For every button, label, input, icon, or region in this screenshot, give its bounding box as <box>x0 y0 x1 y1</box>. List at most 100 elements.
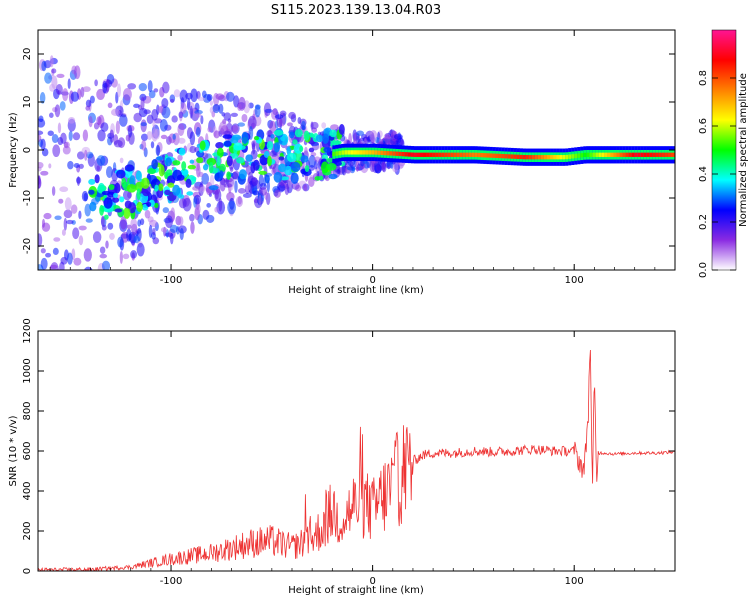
spectrogram-blob <box>177 154 183 161</box>
spectrogram-blob <box>67 252 73 265</box>
spectrogram-blob <box>47 130 54 136</box>
spectrogram-blob <box>57 122 62 134</box>
spectrogram-blob <box>130 233 136 246</box>
spectrogram-blob <box>192 185 201 191</box>
spectrogram-band <box>583 152 587 158</box>
spectrogram-blob <box>64 197 72 211</box>
spectrogram-blob <box>152 227 156 236</box>
spectrogram-band <box>568 154 572 159</box>
spectrogram-blob <box>105 240 109 249</box>
spectrogram-blob <box>115 120 120 135</box>
spectrogram-band <box>649 152 654 157</box>
spectrogram-blob <box>355 160 360 172</box>
spectrogram-blob <box>127 83 137 90</box>
spectrogram-blob <box>169 224 178 234</box>
spectrogram-blob <box>154 202 159 209</box>
spectrogram-blob <box>310 121 314 130</box>
spectrogram-band <box>480 152 484 158</box>
spectrogram-blob <box>153 88 159 93</box>
snr-x-tick-label: 100 <box>565 576 584 587</box>
spectrogram-blob <box>294 128 303 138</box>
spectrogram-band <box>516 154 520 160</box>
spectrogram-blob <box>231 134 242 141</box>
spectrogram-blob <box>278 163 287 173</box>
colorbar: 0.0 0.2 0.4 0.6 0.8 Normalized spectral ampl… <box>698 29 749 278</box>
spectrogram-band <box>471 152 475 157</box>
spectrogram-blob <box>179 89 188 103</box>
spectrogram-blob <box>96 155 106 167</box>
spectrogram-band <box>468 152 472 157</box>
spectrogram-blob <box>109 129 114 143</box>
spectrogram-blob <box>165 157 172 167</box>
spectrogram-blob <box>63 209 73 219</box>
snr-y-tick-label: 1000 <box>22 358 33 383</box>
spectrogram-blob <box>266 140 274 151</box>
spectrogram-band <box>474 152 478 158</box>
spectrogram-band <box>483 153 487 158</box>
spectrogram-band <box>432 152 436 157</box>
spectrogram-blob <box>88 116 93 128</box>
spectrogram-blob <box>164 189 171 196</box>
spectrogram-band <box>619 152 623 157</box>
spectrogram-blob <box>193 194 202 205</box>
spectrogram-blob <box>84 149 88 161</box>
spectrogram-blob <box>326 162 337 171</box>
spectrogram-blob <box>161 98 169 109</box>
spectrogram-band <box>661 152 666 157</box>
spectrogram-band <box>655 152 660 157</box>
spectrogram-blob <box>67 160 74 170</box>
spectrogram-blob <box>76 176 81 186</box>
spectrogram-blob <box>38 233 43 248</box>
spectrogram-blob <box>274 189 281 198</box>
spectrogram-blob <box>276 117 283 128</box>
spectrogram-blob <box>49 83 56 92</box>
spectrogram-y-ticks: -20 -10 0 10 20 <box>22 48 675 254</box>
spectrogram-blob <box>330 124 339 131</box>
spectrogram-blob <box>284 183 290 196</box>
spectrogram-x-tick-label: 0 <box>369 275 375 286</box>
spectrogram-blob <box>172 133 176 140</box>
spectrogram-blob <box>218 163 226 173</box>
spectrogram-blob <box>346 166 355 171</box>
spectrogram-blob <box>59 186 69 193</box>
spectrogram-blob <box>223 130 231 136</box>
spectrogram-blob <box>51 134 59 144</box>
spectrogram-band <box>447 152 451 157</box>
spectrogram-band <box>613 152 617 157</box>
spectrogram-blob <box>103 197 113 209</box>
spectrogram-blob <box>273 142 281 153</box>
spectrogram-band <box>664 152 669 157</box>
snr-marks <box>38 349 675 571</box>
spectrogram-blob <box>57 274 61 283</box>
spectrogram-blob <box>219 170 224 179</box>
spectrogram-blob <box>72 132 81 141</box>
spectrogram-blob <box>140 133 149 142</box>
spectrogram-blob <box>54 104 61 118</box>
spectrogram-band <box>670 152 675 157</box>
spectrogram-blob <box>124 164 135 172</box>
spectrogram-blob <box>162 207 170 214</box>
spectrogram-blob <box>150 141 155 149</box>
spectrogram-blob <box>189 131 196 146</box>
spectrogram-band <box>625 152 629 157</box>
spectrogram-blob <box>156 156 164 161</box>
spectrogram-blob <box>126 228 132 242</box>
spectrogram-blob <box>162 81 170 94</box>
spectrogram-x-tick-label: -100 <box>160 275 183 286</box>
spectrogram-y-tick-label: 0 <box>22 147 33 153</box>
spectrogram-band <box>537 155 542 160</box>
spectrogram-blob <box>146 201 152 207</box>
spectrogram-band <box>604 152 608 157</box>
spectrogram-blob <box>206 157 217 166</box>
spectrogram-blob <box>108 184 115 191</box>
spectrogram-band <box>637 152 641 157</box>
spectrogram-band <box>404 152 409 157</box>
spectrogram-blob <box>186 97 191 111</box>
spectrogram-blob <box>148 90 156 99</box>
spectrogram-blob <box>169 98 175 103</box>
spectrogram-blob <box>60 256 68 265</box>
spectrogram-blob <box>238 169 247 180</box>
spectrogram-blob <box>236 157 245 164</box>
spectrogram-blob <box>107 102 113 109</box>
spectrogram-blob <box>101 224 107 231</box>
